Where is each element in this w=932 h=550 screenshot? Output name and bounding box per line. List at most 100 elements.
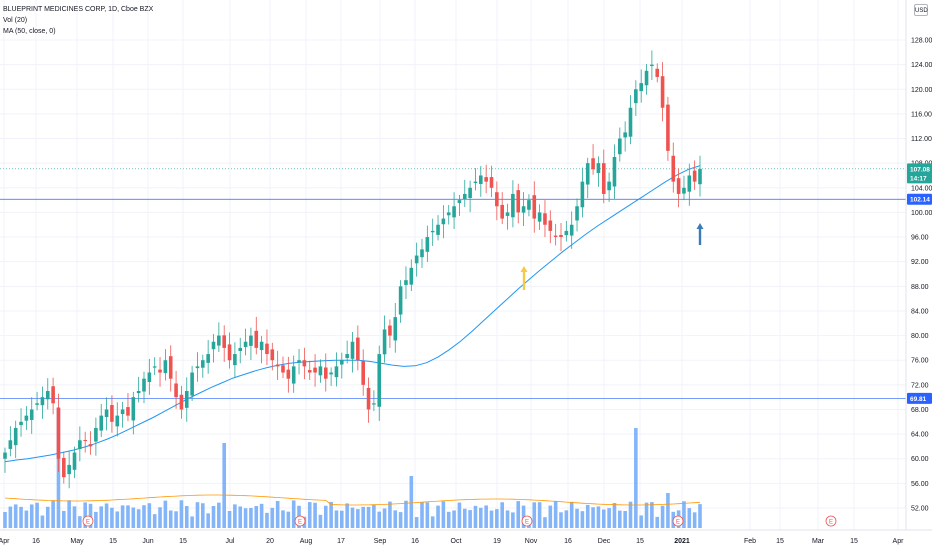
arrow-head [696,223,704,229]
symbol-title[interactable]: BLUEPRINT MEDICINES CORP, 1D, Cboe BZX [3,6,154,13]
time-axis[interactable]: Apr 16 May 15 Jun 15 Jul 20 Aug 17 Sep 16 Oct 19 Nov 16… [0,538,904,545]
volume-bar [345,503,349,528]
x-tick-label: 16 [32,538,40,545]
x-tick-label: 15 [179,538,187,545]
volume-indicator-label[interactable]: Vol (20) [3,17,28,24]
candle-body [62,457,66,478]
candle-body [655,68,660,77]
x-tick-label: Feb [744,538,756,545]
candle-body [222,335,226,348]
candle-body [436,224,440,235]
volume-bar [72,506,77,528]
x-tick-label: 16 [564,538,572,545]
price-axis[interactable]: 128.00124.00120.00116.00112.00108.00104.… [911,38,932,513]
candle-body [238,347,243,351]
price-badge [907,163,932,175]
candle-body [521,206,526,213]
price-badge-label: 102.14 [910,197,930,204]
volume-bar [29,504,34,528]
candle-body [286,369,291,379]
candle-body [99,415,104,431]
candle-body [120,409,125,415]
currency-button[interactable]: USD [914,4,928,16]
x-tick-label: 20 [266,538,274,545]
candle-body [382,329,387,355]
arrow-shaft [698,228,702,245]
volume-bar [484,505,488,528]
volume-bar [222,443,226,528]
volume-bar [505,510,510,528]
candle-body [334,366,339,378]
candle-body [687,175,692,192]
y-tick-label: 96.00 [911,235,929,242]
volume-bar [398,512,403,528]
volume-bar [51,500,55,528]
volume-bar [201,503,205,528]
candle-body [537,212,542,222]
volume-bar [329,501,333,528]
x-tick-label: Sep [374,538,387,545]
candle-body [13,427,18,446]
candle-body [516,190,521,213]
candle-body [345,354,349,359]
candle-body [184,391,189,408]
candle-body [259,341,264,351]
candle-body [446,212,451,216]
candle-body [254,330,259,348]
volume-bar [548,505,553,528]
x-tick-label: Nov [525,538,538,545]
arrow-head [520,266,528,272]
volume-bar [388,501,392,528]
volume-bar [83,502,87,528]
candle-body [323,367,328,379]
volume-bar [190,516,194,528]
volume-bar [152,514,157,528]
candle-body [393,317,398,341]
candle-body [548,220,553,231]
candle-body [136,391,141,394]
volume-bar [131,507,136,528]
volume-bar [489,510,494,528]
volume-bar [682,501,686,528]
volume-bar [211,505,216,528]
volume-bar [291,500,296,528]
candle-body [388,325,392,336]
volume-bar [575,508,579,528]
earnings-label: E [298,520,302,526]
candle-body [666,104,670,151]
candle-body [612,157,617,187]
candle-body [35,403,39,405]
volume-bar [607,508,611,528]
candle-body [511,193,515,218]
candle-body [131,397,136,421]
candle-body [243,341,248,348]
candle-body [179,394,184,410]
volume-bar [628,501,633,528]
candle-body [350,341,355,359]
candle-body [634,89,638,104]
volume-bar [259,503,264,528]
volume-bar [500,502,504,528]
candle-body [479,175,483,184]
candle-body [115,415,120,427]
volume-bar [409,476,414,528]
price-badges: 107.08 14:17 102.14 69.81 [907,163,932,404]
candle-body [40,397,45,406]
candle-body [307,370,312,373]
volume-bar [356,509,360,528]
candle-body [233,354,237,366]
volume-bar [8,506,13,528]
volume-bar [307,502,312,528]
candle-body [575,206,579,221]
candle-body [366,387,371,410]
volume-bar [227,511,232,528]
volume-bar [120,505,125,528]
candle-body [72,452,77,470]
ma-indicator-label[interactable]: MA (50, close, 0) [3,28,56,35]
candle-body [377,354,382,407]
y-tick-label: 116.00 [911,111,932,118]
candle-body [56,407,61,459]
volume-bar [361,506,365,528]
candle-body [532,195,537,219]
